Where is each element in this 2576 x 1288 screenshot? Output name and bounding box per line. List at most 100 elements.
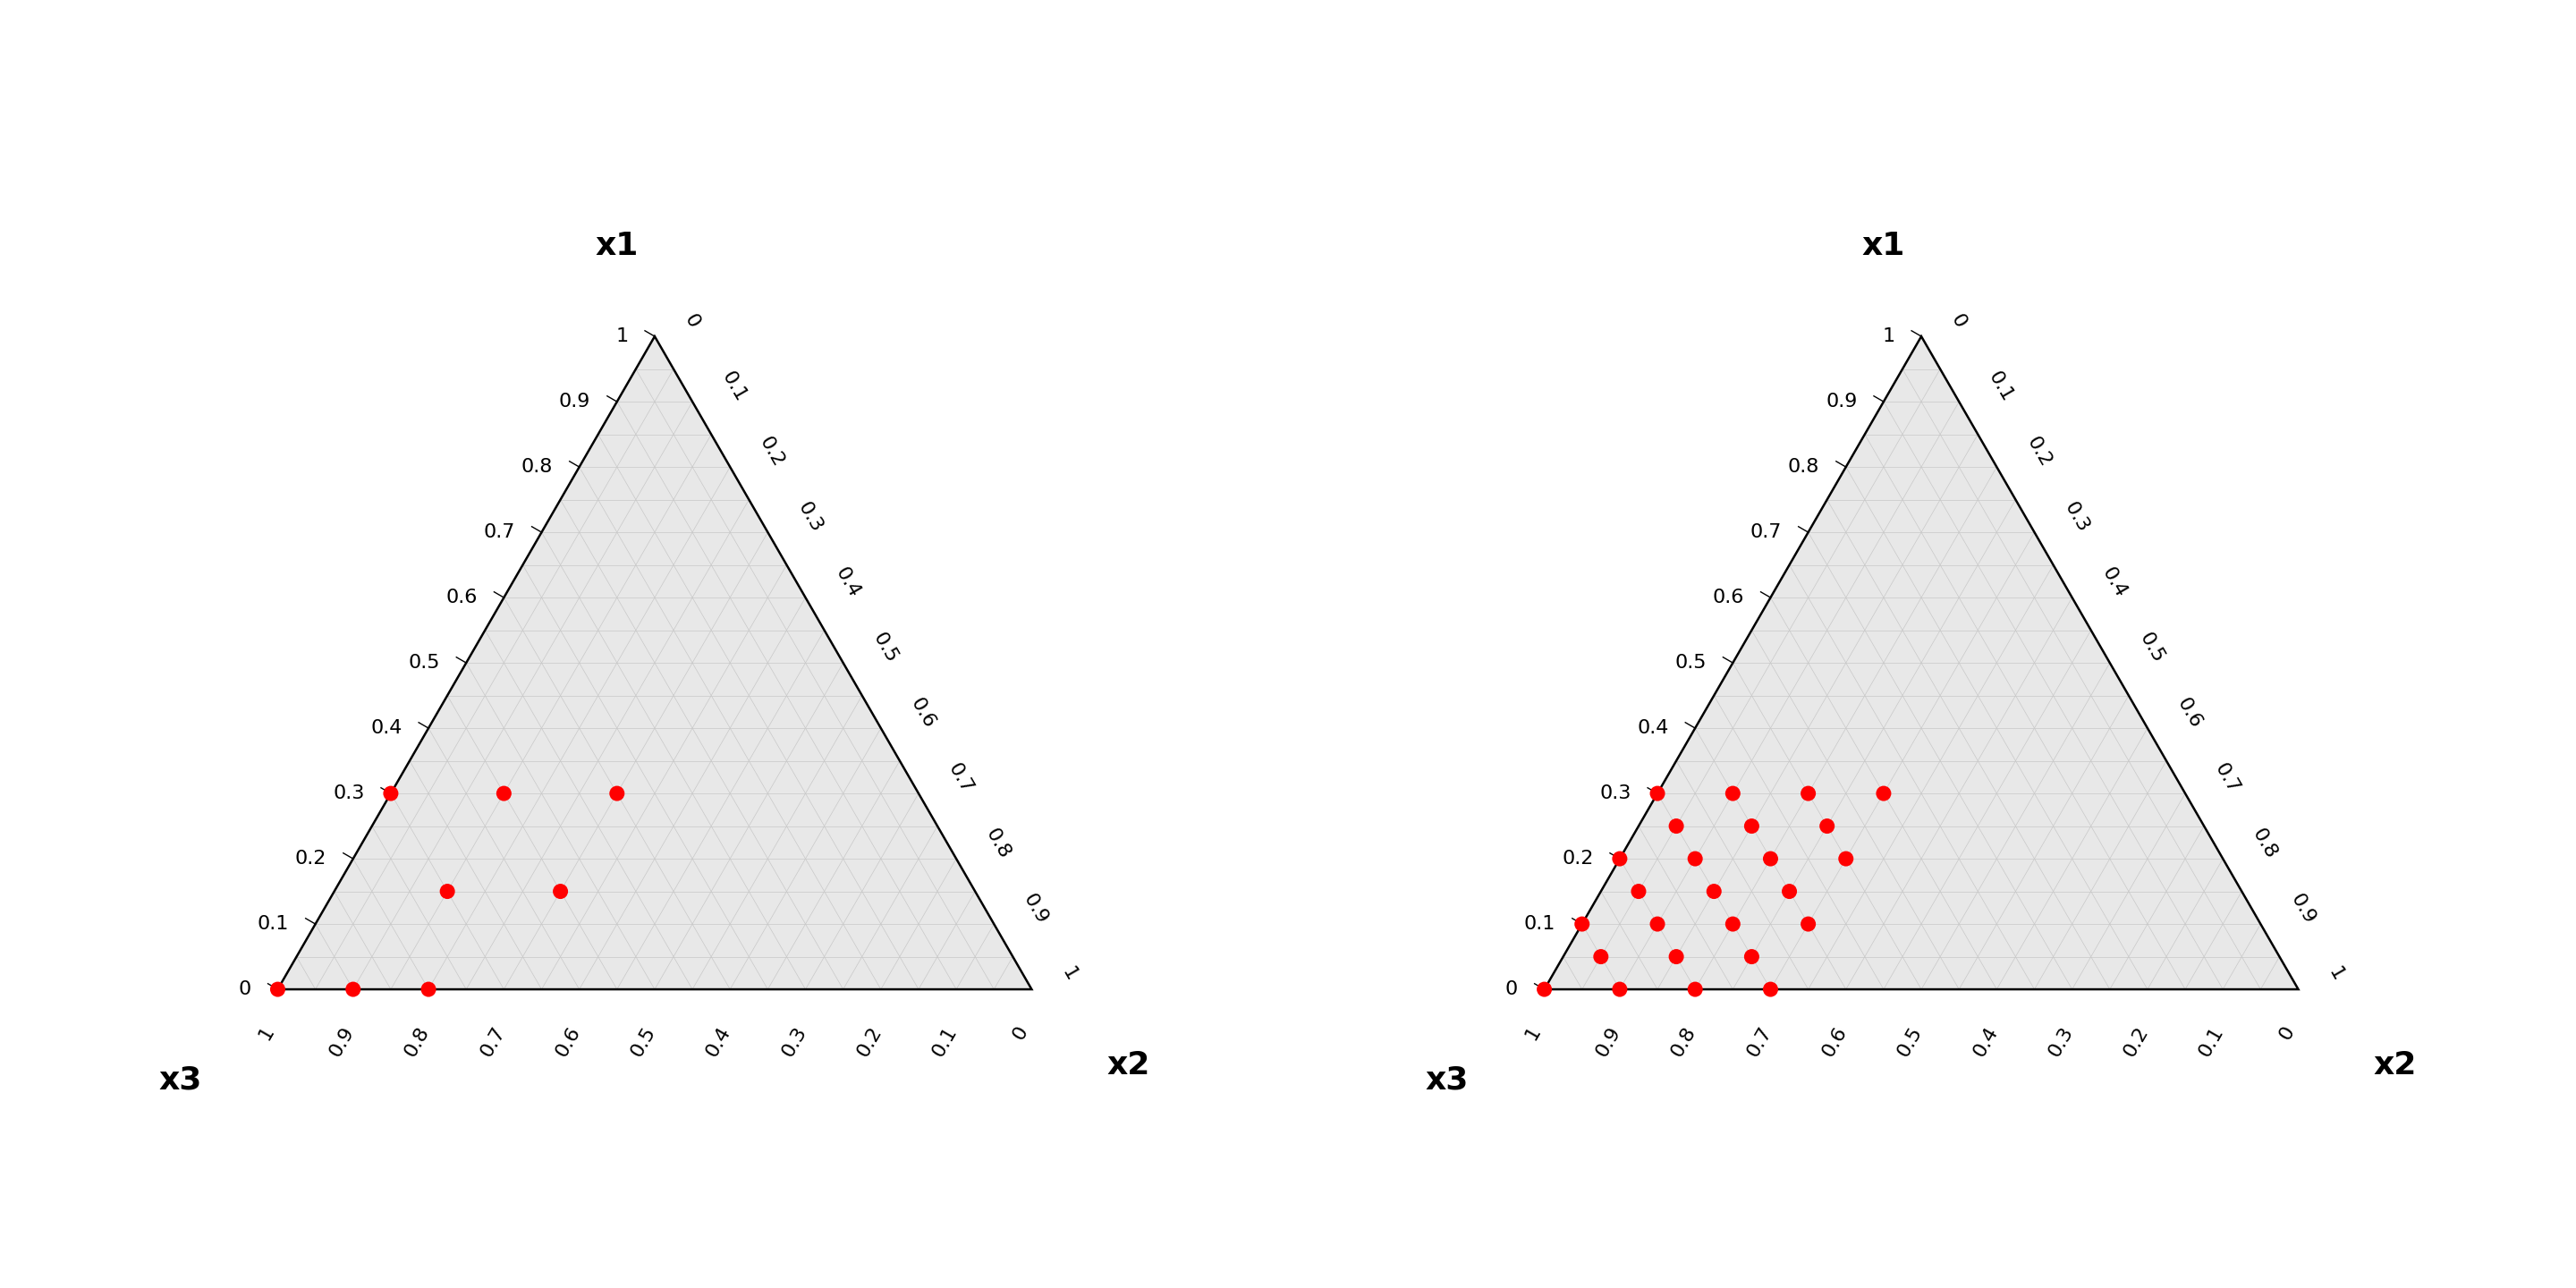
Point xyxy=(1525,979,1566,999)
Text: 0.3: 0.3 xyxy=(2045,1023,2076,1060)
Text: 0: 0 xyxy=(1504,980,1517,998)
Text: 0.9: 0.9 xyxy=(1020,891,1051,927)
Point xyxy=(1636,783,1677,804)
Text: 0.6: 0.6 xyxy=(1819,1023,1850,1060)
Text: 1: 1 xyxy=(1522,1023,1543,1043)
Point xyxy=(1618,881,1659,902)
Text: 0.3: 0.3 xyxy=(793,498,824,536)
Text: 0.9: 0.9 xyxy=(559,393,590,411)
Text: 0.1: 0.1 xyxy=(2195,1023,2228,1060)
Text: 0.7: 0.7 xyxy=(477,1023,507,1060)
Polygon shape xyxy=(278,336,1030,989)
Point xyxy=(598,783,639,804)
Polygon shape xyxy=(1546,336,2298,989)
Text: 0.3: 0.3 xyxy=(332,784,363,802)
Text: 0: 0 xyxy=(1947,312,1968,331)
Text: 0.6: 0.6 xyxy=(1713,589,1744,607)
Text: 0.8: 0.8 xyxy=(981,826,1015,862)
Text: 0.3: 0.3 xyxy=(2061,498,2092,536)
Text: 0.8: 0.8 xyxy=(2249,826,2280,862)
Text: 0.5: 0.5 xyxy=(629,1023,659,1060)
Point xyxy=(1713,783,1754,804)
Text: 0.2: 0.2 xyxy=(853,1023,886,1060)
Point xyxy=(1636,913,1677,934)
Point xyxy=(484,783,526,804)
Point xyxy=(1788,913,1829,934)
Text: x1: x1 xyxy=(1862,231,1906,261)
Text: 0.2: 0.2 xyxy=(1561,850,1595,868)
Point xyxy=(332,979,374,999)
Point xyxy=(1749,979,1790,999)
Text: 0.1: 0.1 xyxy=(719,368,750,404)
Point xyxy=(1731,947,1772,967)
Text: 0.4: 0.4 xyxy=(1638,719,1669,737)
Text: 0.5: 0.5 xyxy=(868,630,902,666)
Text: 0.6: 0.6 xyxy=(2174,696,2205,732)
Point xyxy=(428,881,469,902)
Point xyxy=(1579,947,1620,967)
Text: 0.3: 0.3 xyxy=(778,1023,809,1060)
Point xyxy=(1788,783,1829,804)
Text: 0.1: 0.1 xyxy=(1986,368,2017,404)
Text: 0.9: 0.9 xyxy=(2287,891,2318,927)
Point xyxy=(1656,947,1698,967)
Point xyxy=(1826,849,1868,869)
Text: 0.6: 0.6 xyxy=(551,1023,585,1060)
Point xyxy=(407,979,448,999)
Text: 0.8: 0.8 xyxy=(1669,1023,1700,1060)
Text: 0.4: 0.4 xyxy=(703,1023,734,1060)
Text: 0.2: 0.2 xyxy=(2120,1023,2151,1060)
Text: 0.4: 0.4 xyxy=(832,564,863,600)
Text: 0.1: 0.1 xyxy=(1525,914,1556,933)
Point xyxy=(541,881,582,902)
Text: x2: x2 xyxy=(1108,1050,1151,1081)
Text: 1: 1 xyxy=(255,1023,278,1043)
Point xyxy=(1770,881,1811,902)
Text: 0.2: 0.2 xyxy=(296,850,327,868)
Text: 0.5: 0.5 xyxy=(2136,630,2166,666)
Text: 1: 1 xyxy=(616,327,629,345)
Point xyxy=(1674,849,1716,869)
Point xyxy=(1600,979,1641,999)
Text: 0.4: 0.4 xyxy=(1971,1023,2002,1060)
Text: 0.4: 0.4 xyxy=(371,719,402,737)
Text: 0.7: 0.7 xyxy=(1749,523,1783,541)
Point xyxy=(1749,849,1790,869)
Point xyxy=(1561,913,1602,934)
Text: 0: 0 xyxy=(240,980,252,998)
Text: x2: x2 xyxy=(2372,1050,2416,1081)
Text: 0.2: 0.2 xyxy=(2022,434,2053,470)
Text: 1: 1 xyxy=(2324,965,2347,984)
Text: 1: 1 xyxy=(1059,965,1079,984)
Text: 0.8: 0.8 xyxy=(402,1023,433,1060)
Text: 0.7: 0.7 xyxy=(1744,1023,1775,1060)
Point xyxy=(371,783,412,804)
Text: 0.7: 0.7 xyxy=(484,523,515,541)
Text: 0.9: 0.9 xyxy=(1826,393,1857,411)
Text: 0.5: 0.5 xyxy=(1674,654,1705,672)
Text: 0.1: 0.1 xyxy=(258,914,289,933)
Text: 0: 0 xyxy=(1010,1023,1030,1043)
Point xyxy=(1656,815,1698,836)
Point xyxy=(1600,849,1641,869)
Text: x3: x3 xyxy=(1425,1065,1468,1095)
Text: 0.4: 0.4 xyxy=(2099,564,2130,600)
Text: 0.7: 0.7 xyxy=(945,760,976,796)
Text: x3: x3 xyxy=(160,1065,204,1095)
Text: 0.7: 0.7 xyxy=(2210,760,2244,796)
Text: 0.9: 0.9 xyxy=(327,1023,358,1060)
Text: 0.2: 0.2 xyxy=(757,434,788,470)
Point xyxy=(1731,815,1772,836)
Point xyxy=(1806,815,1847,836)
Text: 0: 0 xyxy=(2277,1023,2298,1043)
Text: 0: 0 xyxy=(680,312,703,331)
Point xyxy=(1674,979,1716,999)
Text: 0.8: 0.8 xyxy=(1788,459,1819,475)
Text: 0.6: 0.6 xyxy=(446,589,477,607)
Text: 0.1: 0.1 xyxy=(930,1023,961,1060)
Point xyxy=(1862,783,1904,804)
Point xyxy=(258,979,299,999)
Text: 0.5: 0.5 xyxy=(1893,1023,1927,1060)
Text: 1: 1 xyxy=(1883,327,1896,345)
Text: 0.8: 0.8 xyxy=(520,459,554,475)
